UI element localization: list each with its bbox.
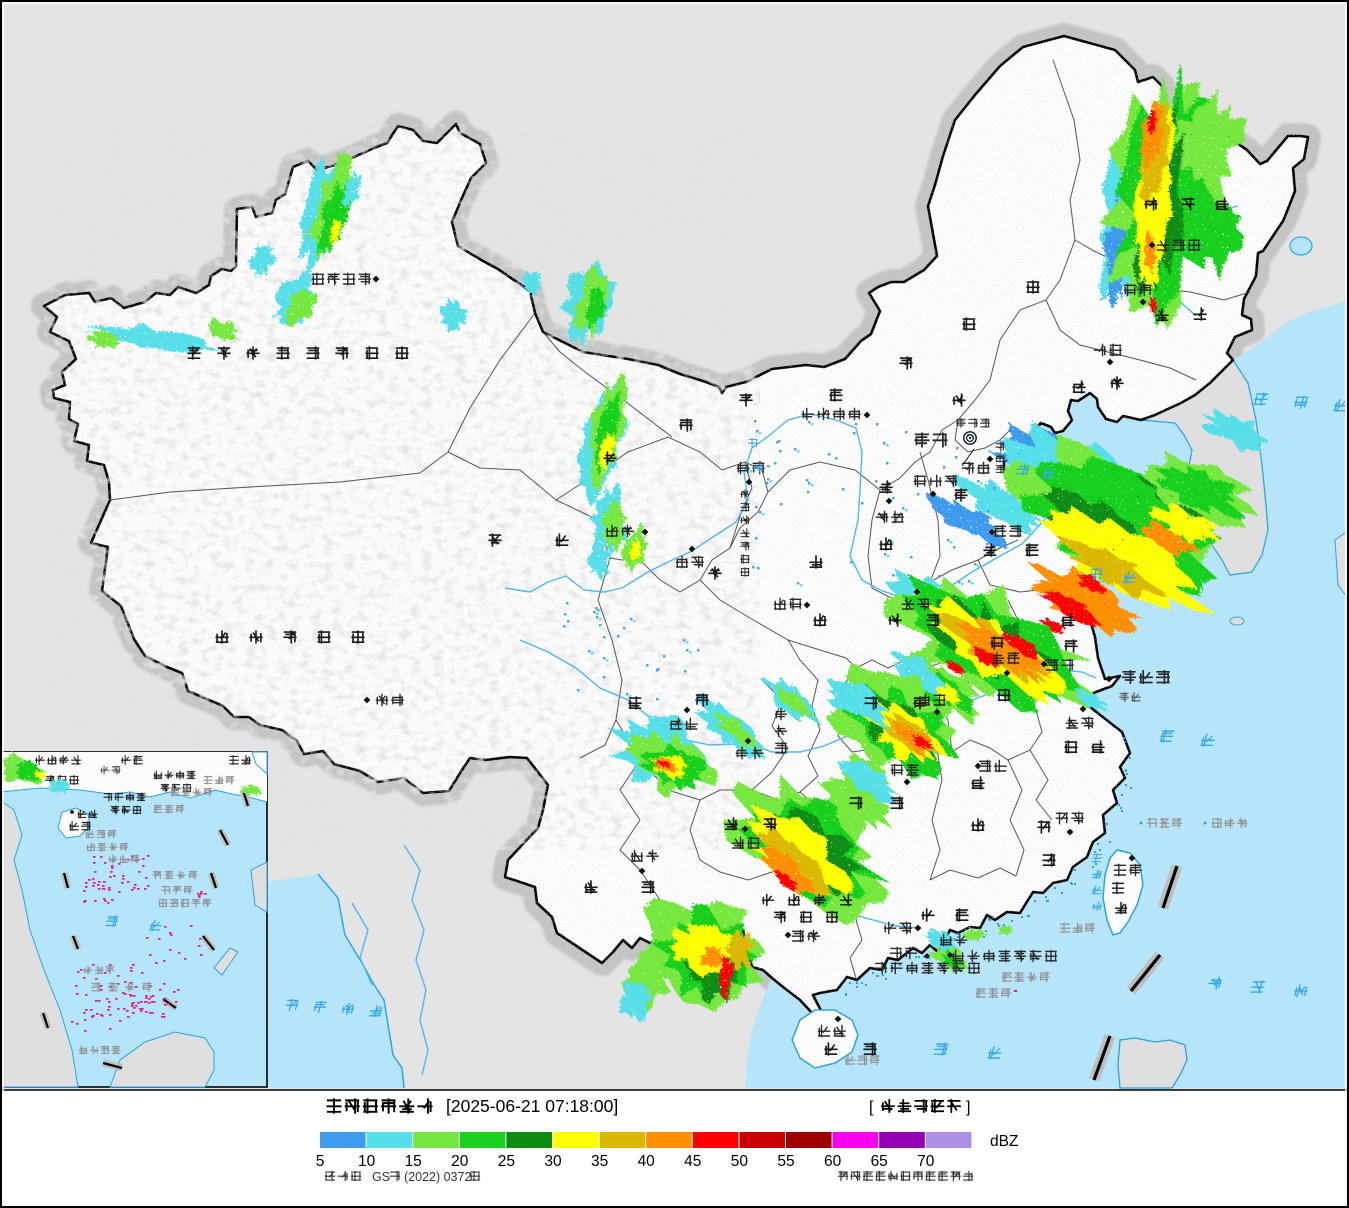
svg-text:5: 5 bbox=[316, 1153, 325, 1170]
svg-text:20: 20 bbox=[451, 1153, 469, 1170]
svg-text:]: ] bbox=[966, 1099, 970, 1116]
svg-text:dBZ: dBZ bbox=[990, 1133, 1018, 1150]
svg-text:(2022) 0372: (2022) 0372 bbox=[404, 1170, 471, 1184]
svg-text:65: 65 bbox=[871, 1153, 888, 1170]
svg-text:35: 35 bbox=[591, 1153, 608, 1170]
svg-text:55: 55 bbox=[777, 1153, 794, 1170]
svg-text:30: 30 bbox=[544, 1153, 562, 1170]
svg-text:50: 50 bbox=[731, 1153, 749, 1170]
svg-text:45: 45 bbox=[684, 1153, 701, 1170]
svg-text:10: 10 bbox=[358, 1153, 376, 1170]
svg-text:60: 60 bbox=[824, 1153, 842, 1170]
svg-text:40: 40 bbox=[638, 1153, 656, 1170]
svg-text:70: 70 bbox=[917, 1153, 935, 1170]
svg-text:25: 25 bbox=[498, 1153, 515, 1170]
svg-text:GS: GS bbox=[372, 1170, 390, 1184]
svg-text:[2025-06-21 07:18:00]: [2025-06-21 07:18:00] bbox=[446, 1096, 618, 1116]
svg-text:[: [ bbox=[869, 1099, 874, 1116]
svg-text:15: 15 bbox=[405, 1153, 422, 1170]
